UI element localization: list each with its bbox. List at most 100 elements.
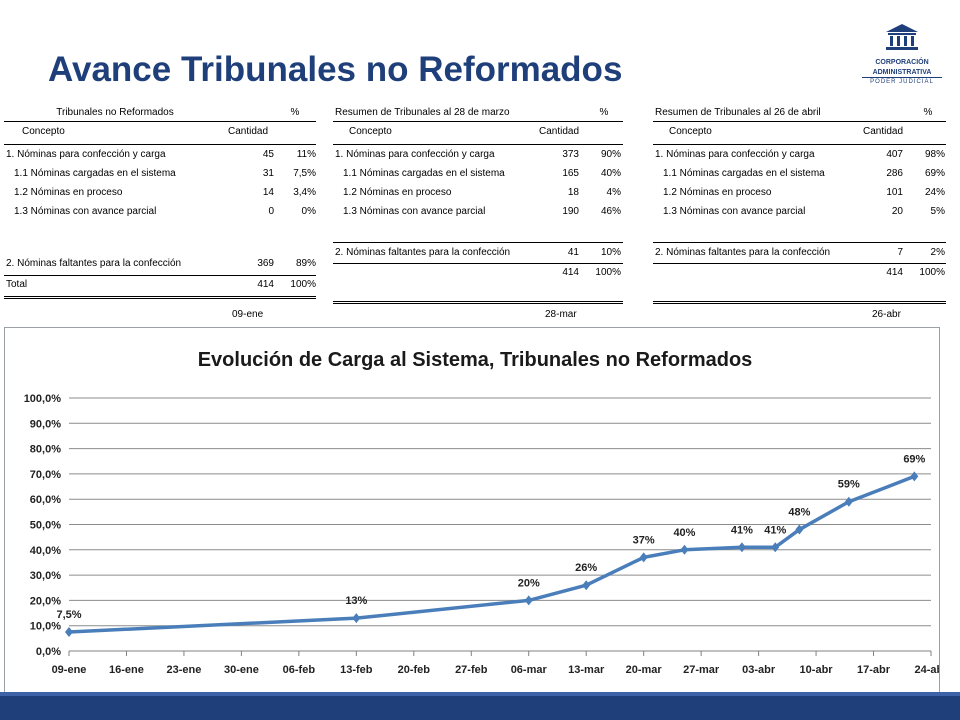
x-tick-label: 20-mar (626, 664, 663, 676)
footer-band (0, 692, 960, 720)
y-tick-label: 50,0% (30, 520, 61, 532)
row-pct: 10% (600, 247, 621, 258)
chart-title: Evolución de Carga al Sistema, Tribunale… (198, 349, 753, 371)
row-pct: 7,5% (293, 168, 316, 179)
row-label: Total (6, 279, 28, 290)
data-label: 40% (673, 527, 695, 539)
slide-title: Avance Tribunales no Reformados (48, 50, 623, 89)
data-label: 13% (345, 595, 367, 607)
y-tick-label: 100,0% (24, 393, 62, 405)
row-pct: 4% (606, 187, 621, 198)
x-tick-label: 23-ene (167, 664, 202, 676)
row-pct: 69% (924, 168, 945, 179)
courthouse-icon (886, 24, 918, 50)
y-tick-label: 80,0% (30, 444, 61, 456)
data-label: 7,5% (56, 609, 81, 621)
pct-header: % (923, 107, 933, 118)
row-pct: 40% (600, 168, 621, 179)
row-qty: 0 (268, 206, 274, 217)
data-point (844, 496, 853, 507)
row-pct: 46% (600, 206, 621, 217)
row-qty: 18 (567, 187, 579, 198)
data-point (680, 544, 689, 555)
data-label: 20% (518, 577, 540, 589)
row-qty: 369 (257, 258, 274, 269)
x-tick-label: 27-mar (683, 664, 720, 676)
row-pct: 3,4% (293, 187, 316, 198)
row-pct: 89% (295, 258, 316, 269)
row-pct: 100% (290, 279, 316, 290)
data-label: 26% (575, 562, 597, 574)
row-qty: 414 (257, 279, 274, 290)
x-tick-label: 10-abr (800, 664, 834, 676)
y-tick-label: 90,0% (30, 418, 61, 430)
row-qty: 190 (562, 206, 579, 217)
row-pct: 100% (919, 267, 945, 278)
row-qty: 101 (886, 187, 903, 198)
data-point (524, 595, 533, 606)
data-label: 48% (788, 507, 810, 519)
y-tick-label: 10,0% (30, 621, 61, 633)
table-tribunales-09-ene: Tribunales no Reformados % Concepto Cant… (4, 104, 316, 304)
row-label: 1.3 Nóminas con avance parcial (14, 206, 157, 217)
row-pct: 100% (595, 267, 621, 278)
y-tick-label: 40,0% (30, 545, 61, 557)
row-label: 1.1 Nóminas cargadas en el sistema (343, 168, 505, 179)
row-label: 1.3 Nóminas con avance parcial (343, 206, 486, 217)
data-label: 69% (903, 453, 925, 465)
y-tick-label: 60,0% (30, 494, 61, 506)
y-tick-label: 20,0% (30, 595, 61, 607)
row-qty: 41 (567, 247, 579, 258)
table-title: Resumen de Tribunales al 28 de marzo (335, 107, 510, 118)
row-qty: 14 (262, 187, 274, 198)
row-pct: 0% (301, 206, 316, 217)
table-resumen-26-abril: Resumen de Tribunales al 26 de abril % C… (653, 104, 946, 304)
table-date: 28-mar (545, 309, 577, 320)
data-point (795, 524, 804, 535)
row-label: 1. Nóminas para confección y carga (655, 149, 815, 160)
row-label: 2. Nóminas faltantes para la confección (335, 247, 511, 258)
row-qty: 414 (562, 267, 579, 278)
row-pct: 24% (924, 187, 945, 198)
row-qty: 45 (262, 149, 274, 160)
row-pct: 11% (296, 149, 316, 160)
data-label: 59% (838, 479, 860, 491)
row-pct: 5% (930, 206, 945, 217)
table-resumen-28-marzo: Resumen de Tribunales al 28 de marzo % C… (333, 104, 623, 304)
row-pct: 2% (930, 247, 945, 258)
y-tick-label: 30,0% (30, 570, 61, 582)
logo-text-3: PODER JUDICIAL (862, 77, 942, 86)
x-tick-label: 27-feb (455, 664, 488, 676)
pct-header: % (599, 107, 609, 118)
qty-header: Cantidad (228, 126, 269, 137)
row-label: 1. Nóminas para confección y carga (335, 149, 495, 160)
row-qty: 373 (562, 149, 579, 160)
x-tick-label: 24-abr (914, 664, 939, 676)
data-label: 41% (764, 524, 786, 536)
x-tick-label: 30-ene (224, 664, 259, 676)
line-chart: Evolución de Carga al Sistema, Tribunale… (24, 349, 949, 676)
data-point (352, 613, 361, 624)
row-label: 2. Nóminas faltantes para la confección (6, 258, 182, 269)
row-qty: 407 (886, 149, 903, 160)
data-point (639, 552, 648, 563)
chart-container: Evolución de Carga al Sistema, Tribunale… (4, 327, 949, 693)
x-tick-label: 09-ene (52, 664, 87, 676)
data-label: 41% (731, 524, 753, 536)
concept-header: Concepto (349, 126, 392, 137)
x-tick-label: 17-abr (857, 664, 891, 676)
table-date: 09-ene (232, 309, 264, 320)
concept-header: Concepto (669, 126, 712, 137)
series-line (68, 474, 915, 634)
x-tick-label: 20-feb (398, 664, 431, 676)
corporation-logo: CORPORACIÓN ADMINISTRATIVA PODER JUDICIA… (862, 22, 942, 85)
table-date: 26-abr (872, 309, 901, 320)
x-tick-label: 03-abr (742, 664, 776, 676)
x-tick-label: 13-feb (340, 664, 373, 676)
x-tick-label: 16-ene (109, 664, 144, 676)
row-qty: 7 (897, 247, 903, 258)
row-qty: 31 (262, 168, 274, 179)
data-point (910, 471, 919, 482)
y-tick-label: 0,0% (36, 646, 61, 658)
qty-header: Cantidad (863, 126, 904, 137)
